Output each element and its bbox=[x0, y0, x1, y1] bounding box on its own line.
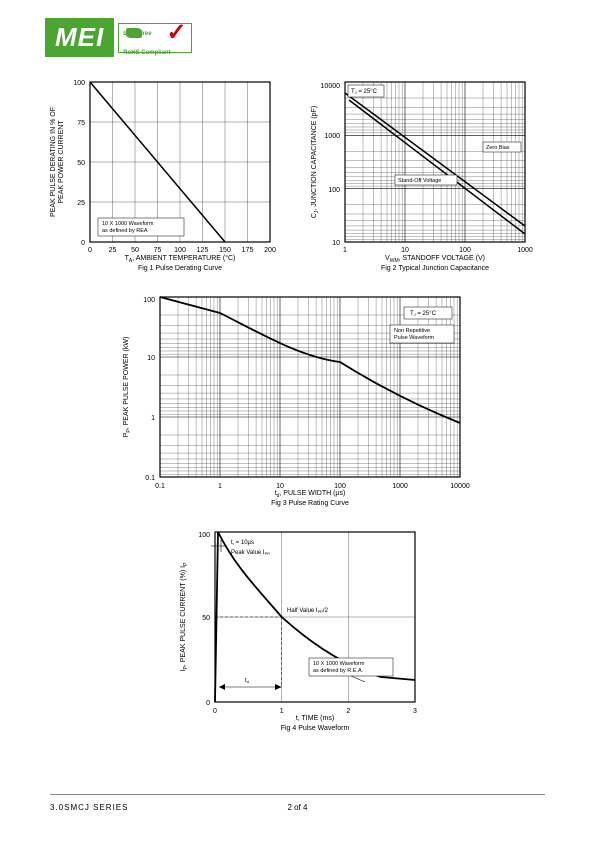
rohs-badge: ✓ Lead Free RoHS Compliant bbox=[118, 23, 191, 53]
leaf-icon bbox=[123, 28, 145, 38]
fig4-def1: 10 X 1000 Waveform bbox=[313, 661, 365, 667]
svg-text:100: 100 bbox=[198, 532, 210, 539]
fig4-def2: as defined by R.E.A. bbox=[313, 668, 364, 674]
fig1-caption: Fig 1 Pulse Derating Curve bbox=[138, 265, 222, 272]
fig2-tj: TJ = 25°C bbox=[351, 89, 378, 95]
svg-text:0: 0 bbox=[206, 700, 210, 707]
fig3-row: TJ = 25°C Non Repetitive Pulse Waveform … bbox=[0, 287, 595, 517]
svg-text:175: 175 bbox=[242, 247, 254, 254]
svg-text:50: 50 bbox=[202, 615, 210, 622]
header: MEI ✓ Lead Free RoHS Compliant bbox=[45, 18, 192, 57]
fig2-standoff: Stand-Off Voltage bbox=[398, 178, 441, 184]
fig3-chart: TJ = 25°C Non Repetitive Pulse Waveform … bbox=[143, 297, 470, 490]
svg-text:75: 75 bbox=[154, 247, 162, 254]
fig1-chart: 10 X 1000 Waveform as defined by REA 0 25… bbox=[73, 80, 276, 254]
svg-text:1000: 1000 bbox=[392, 483, 408, 490]
fig2-ylabel: CJ, JUNCTION CAPACITANCE (pF) bbox=[311, 106, 320, 218]
fig2-zero: Zero Bias bbox=[486, 145, 510, 151]
fig2-xlabel: VWM, STANDOFF VOLTAGE (V) bbox=[385, 255, 485, 264]
svg-text:1: 1 bbox=[343, 247, 347, 254]
svg-text:100: 100 bbox=[334, 483, 346, 490]
fig4-caption: Fig 4 Pulse Waveform bbox=[281, 725, 350, 732]
fig3-wave2: Pulse Waveform bbox=[394, 335, 435, 341]
svg-text:0: 0 bbox=[213, 708, 217, 715]
checkmark-icon: ✓ bbox=[166, 20, 186, 46]
svg-text:200: 200 bbox=[264, 247, 276, 254]
fig1-note2: as defined by REA bbox=[102, 228, 148, 234]
fig1-ylabel: PEAK PULSE DERATING IN % OF bbox=[50, 107, 57, 217]
fig4-row: tr = 10µs Peak Value IPP Half Value IPP/… bbox=[0, 522, 595, 752]
svg-text:1: 1 bbox=[280, 708, 284, 715]
rohs-line2: RoHS Compliant bbox=[123, 50, 170, 57]
charts-container: 10 X 1000 Waveform as defined by REA 025… bbox=[0, 72, 595, 757]
svg-text:10: 10 bbox=[332, 240, 340, 247]
svg-text:10: 10 bbox=[401, 247, 409, 254]
svg-text:50: 50 bbox=[131, 247, 139, 254]
svg-text:0.1: 0.1 bbox=[145, 475, 155, 482]
fig4-ylabel: IP, PEAK PULSE CURRENT (%) IP bbox=[180, 562, 189, 672]
footer: 3.0SMCJ SERIES 2 of 4 bbox=[50, 794, 545, 812]
svg-text:10: 10 bbox=[276, 483, 284, 490]
svg-text:100: 100 bbox=[143, 297, 155, 304]
svg-text:10: 10 bbox=[147, 355, 155, 362]
footer-page: 2 of 4 bbox=[287, 803, 307, 812]
svg-text:0.1: 0.1 bbox=[155, 483, 165, 490]
fig3-caption: Fig 3 Pulse Rating Curve bbox=[271, 500, 349, 507]
svg-text:100: 100 bbox=[459, 247, 471, 254]
fig4-half: Half Value IPP/2 bbox=[287, 608, 329, 614]
fig4-chart: tr = 10µs Peak Value IPP Half Value IPP/… bbox=[198, 532, 417, 715]
svg-text:150: 150 bbox=[219, 247, 231, 254]
fig4-xlabel: t, TIME (ms) bbox=[296, 715, 334, 722]
svg-text:0: 0 bbox=[81, 240, 85, 247]
fig3-xlabel: td, PULSE WIDTH (µs) bbox=[275, 490, 346, 499]
svg-text:3: 3 bbox=[413, 708, 417, 715]
svg-text:125: 125 bbox=[197, 247, 209, 254]
svg-text:1: 1 bbox=[151, 415, 155, 422]
fig4-peak: Peak Value IPP bbox=[231, 550, 270, 556]
fig1-xlabel: TA, AMBIENT TEMPERATURE (°C) bbox=[125, 254, 236, 264]
svg-text:10000: 10000 bbox=[450, 483, 470, 490]
mei-logo: MEI bbox=[45, 18, 114, 57]
svg-text:25: 25 bbox=[77, 200, 85, 207]
fig2-chart: TJ = 25°C Zero Bias Stand-Off Voltage 11… bbox=[321, 82, 533, 254]
svg-text:1000: 1000 bbox=[517, 247, 533, 254]
svg-text:2: 2 bbox=[346, 708, 350, 715]
svg-text:100: 100 bbox=[328, 187, 340, 194]
fig4-tr: tr = 10µs bbox=[231, 540, 254, 546]
fig1-ylabel2: PEAK POWER CURRENT bbox=[58, 120, 65, 204]
svg-text:75: 75 bbox=[77, 120, 85, 127]
svg-text:1000: 1000 bbox=[324, 133, 340, 140]
fig2-caption: Fig 2 Typical Junction Capacitance bbox=[381, 265, 489, 272]
svg-text:100: 100 bbox=[174, 247, 186, 254]
fig1-note1: 10 X 1000 Waveform bbox=[102, 221, 154, 227]
svg-text:1: 1 bbox=[218, 483, 222, 490]
fig4-td: td bbox=[245, 678, 249, 684]
fig3-ylabel: PP, PEAK PULSE POWER (kW) bbox=[123, 337, 132, 438]
footer-series: 3.0SMCJ SERIES bbox=[50, 803, 128, 812]
fig3-wave1: Non Repetitive bbox=[394, 328, 430, 334]
fig1-fig2-row: 10 X 1000 Waveform as defined by REA 0 25… bbox=[0, 72, 595, 282]
svg-text:25: 25 bbox=[109, 247, 117, 254]
svg-text:100: 100 bbox=[73, 80, 85, 87]
fig3-tj: TJ = 25°C bbox=[410, 311, 437, 317]
svg-text:0: 0 bbox=[88, 247, 92, 254]
svg-text:10000: 10000 bbox=[321, 83, 341, 90]
svg-text:50: 50 bbox=[77, 160, 85, 167]
